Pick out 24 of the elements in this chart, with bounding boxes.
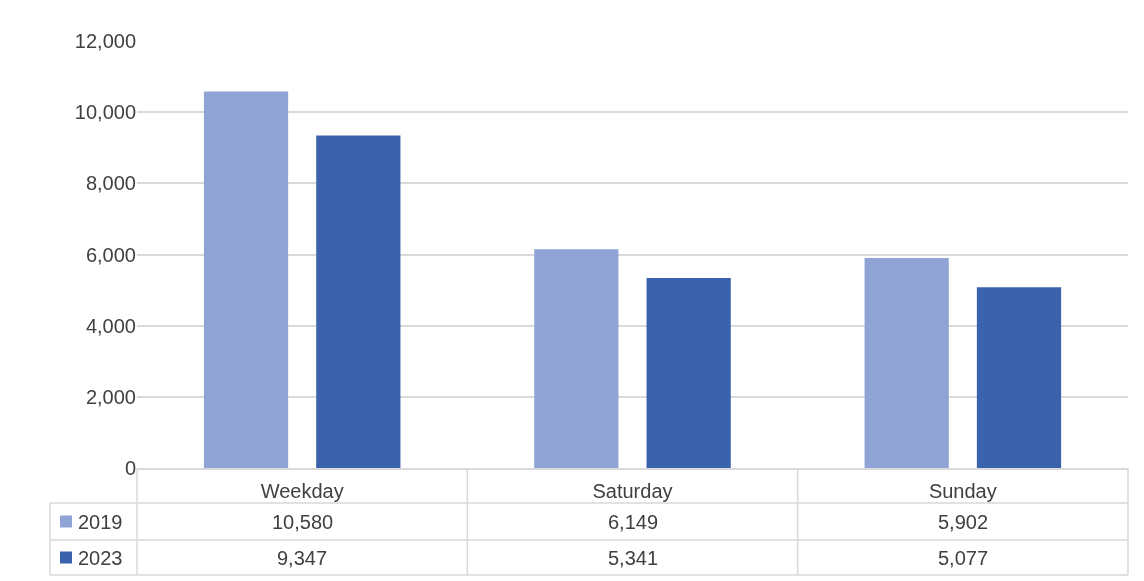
bar (976, 287, 1062, 468)
legend-label: 2023 (78, 547, 123, 569)
legend-label: 2019 (78, 511, 123, 533)
y-tick-label: 10,000 (74, 101, 136, 124)
data-label: 9,347 (277, 547, 328, 569)
y-tick-label: 12,000 (74, 30, 136, 52)
y-tick-label: 4,000 (85, 314, 136, 337)
bar (534, 249, 619, 468)
y-tick-label: 8,000 (85, 172, 136, 195)
bar (316, 135, 401, 468)
x-tick-label: Saturday (592, 479, 673, 502)
y-tick-label: 0 (124, 457, 136, 479)
bar (864, 257, 949, 468)
bar (203, 91, 289, 468)
data-label: 6,149 (608, 511, 659, 533)
y-tick-label: 6,000 (85, 243, 136, 266)
x-tick-label: Sunday (928, 479, 997, 502)
y-tick-label: 2,000 (85, 385, 136, 408)
bar (646, 277, 731, 468)
data-label: 5,341 (608, 547, 659, 569)
x-tick-label: Weekday (260, 479, 344, 502)
data-label: 5,902 (938, 511, 989, 533)
data-label: 10,580 (272, 511, 334, 533)
data-label: 5,077 (938, 547, 989, 569)
